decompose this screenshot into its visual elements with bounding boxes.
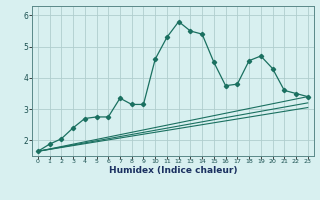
X-axis label: Humidex (Indice chaleur): Humidex (Indice chaleur) — [108, 166, 237, 175]
